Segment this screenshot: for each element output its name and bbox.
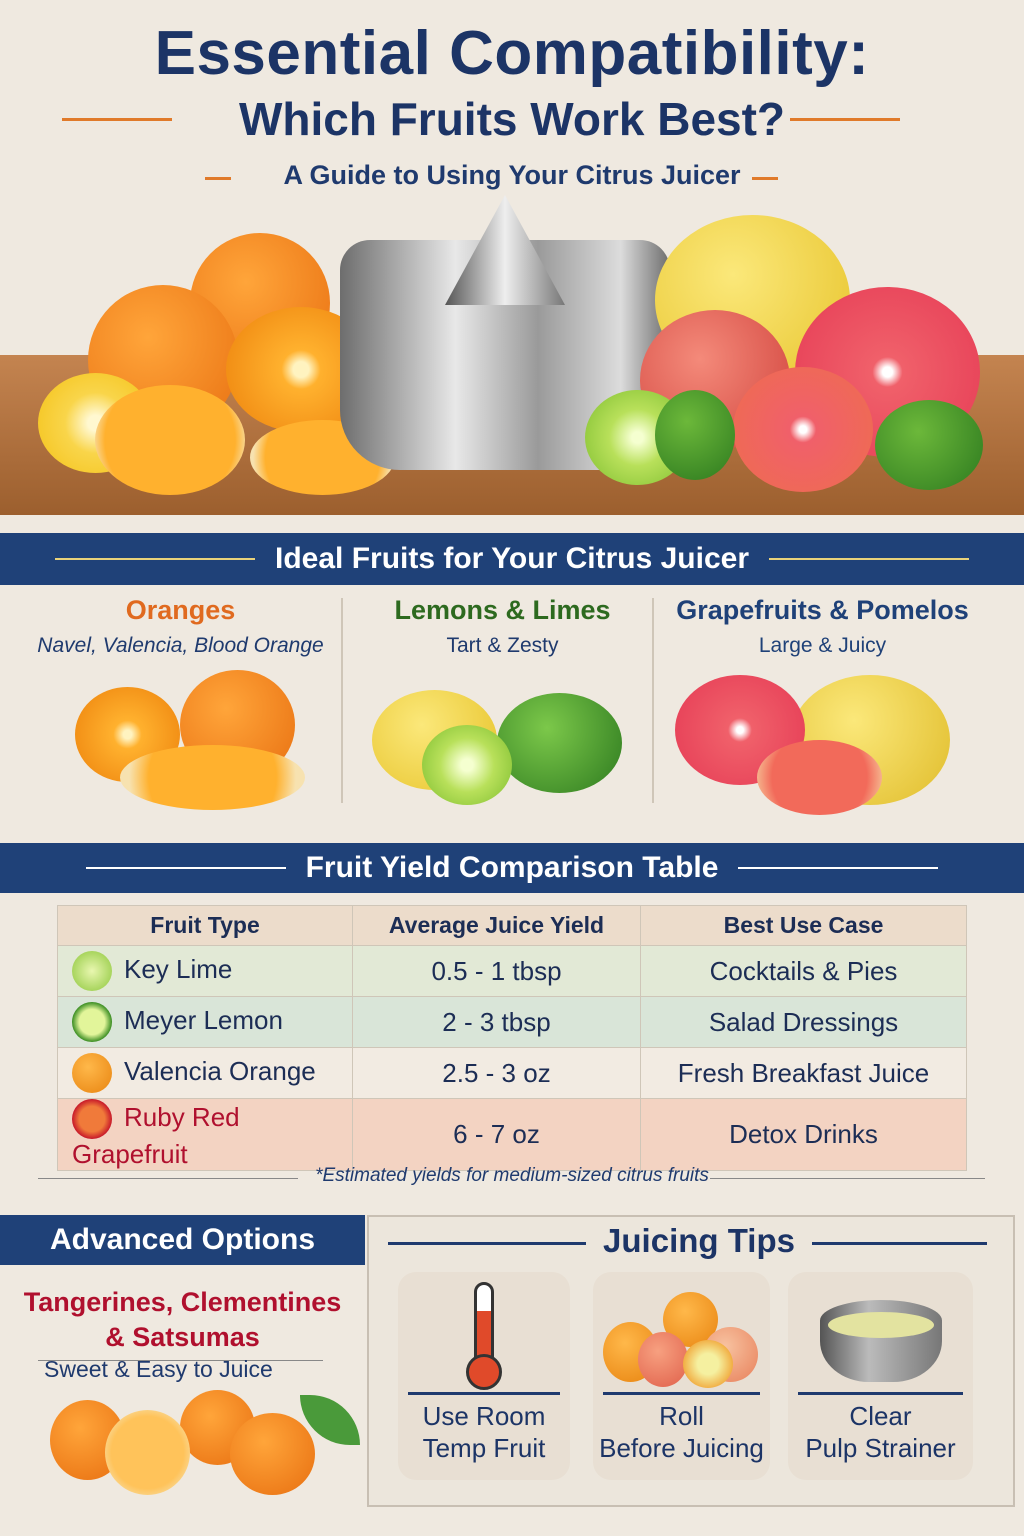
tip-label-line2: Before Juicing	[599, 1433, 764, 1463]
grapefruit-slice-image	[757, 740, 882, 815]
thermometer-icon	[474, 1282, 494, 1362]
section-title: Ideal Fruits for Your Citrus Juicer	[275, 542, 749, 575]
column-title: Oranges	[125, 595, 236, 625]
fruit-name: Key Lime	[124, 953, 233, 984]
table-row: Key Lime 0.5 - 1 tbsp Cocktails & Pies	[57, 945, 967, 997]
divider	[652, 598, 654, 803]
divider	[388, 1242, 586, 1245]
page-title: Essential Compatibility:	[154, 19, 870, 88]
use-case: Cocktails & Pies	[640, 945, 967, 997]
hero-image	[0, 195, 1024, 515]
grapefruit-icon	[72, 1099, 112, 1139]
divider	[38, 1178, 298, 1179]
tip-label: Use Room	[422, 1401, 546, 1431]
page-subtitle: A Guide to Using Your Citrus Juicer	[283, 160, 741, 190]
advanced-fruits: Tangerines, Clementines	[23, 1287, 342, 1317]
advanced-options-header: Advanced Options	[0, 1215, 365, 1265]
divider	[205, 177, 231, 180]
table-header-row: Fruit Type Average Juice Yield Best Use …	[57, 905, 967, 946]
divider	[38, 1360, 323, 1361]
fruit-name: Meyer Lemon	[124, 1004, 283, 1035]
divider	[790, 118, 900, 121]
use-case: Salad Dressings	[640, 996, 967, 1048]
advanced-fruits-line2: & Satsumas	[105, 1322, 260, 1352]
tip-card-roll: Roll Before Juicing	[593, 1272, 770, 1480]
column-desc: Large & Juicy	[758, 634, 887, 657]
fruit-column-oranges: Oranges Navel, Valencia, Blood Orange	[25, 595, 336, 825]
yield-comparison-table: Fruit Type Average Juice Yield Best Use …	[57, 905, 967, 1171]
lime-image	[875, 400, 983, 490]
divider	[752, 177, 778, 180]
lime-image	[655, 390, 735, 480]
table-row: Ruby Red Grapefruit 6 - 7 oz Detox Drink…	[57, 1098, 967, 1171]
table-footnote: *Estimated yields for medium-sized citru…	[315, 1165, 709, 1186]
juicing-tips-title: Juicing Tips	[603, 1222, 795, 1259]
divider	[710, 1178, 985, 1179]
page-title-line2: Which Fruits Work Best?	[238, 93, 786, 145]
fruit-name: Ruby Red Grapefruit	[72, 1101, 240, 1169]
lime-icon	[72, 951, 112, 991]
use-case: Detox Drinks	[640, 1098, 967, 1171]
juice-yield: 0.5 - 1 tbsp	[352, 945, 641, 997]
juice-yield: 2 - 3 tbsp	[352, 996, 641, 1048]
lime-slice-image	[422, 725, 512, 805]
table-row: Valencia Orange 2.5 - 3 oz Fresh Breakfa…	[57, 1047, 967, 1099]
lemon-icon	[72, 1002, 112, 1042]
section-title: Fruit Yield Comparison Table	[305, 851, 719, 884]
column-desc: Tart & Zesty	[446, 634, 559, 657]
lime-image	[497, 693, 622, 793]
column-title: Grapefruits & Pomelos	[676, 595, 969, 625]
column-header: Average Juice Yield	[352, 905, 641, 946]
fruit-name: Valencia Orange	[124, 1055, 316, 1086]
juice-yield: 6 - 7 oz	[352, 1098, 641, 1171]
use-case: Fresh Breakfast Juice	[640, 1047, 967, 1099]
citrus-pile-icon	[603, 1292, 763, 1388]
divider	[812, 1242, 987, 1245]
table-row: Meyer Lemon 2 - 3 tbsp Salad Dressings	[57, 996, 967, 1048]
column-title: Lemons & Limes	[394, 595, 611, 625]
grapefruit-half-image	[733, 367, 873, 492]
tangerines-image	[45, 1385, 365, 1500]
orange-icon	[72, 1053, 112, 1093]
yield-table-banner: Fruit Yield Comparison Table	[0, 843, 1024, 893]
advanced-desc: Sweet & Easy to Juice	[44, 1356, 273, 1382]
column-header: Best Use Case	[640, 905, 967, 946]
tip-label: Clear	[849, 1401, 912, 1431]
tip-label: Roll	[659, 1401, 704, 1431]
fruit-column-lemons-limes: Lemons & Limes Tart & Zesty	[347, 595, 658, 825]
orange-slice-image	[95, 385, 245, 495]
tip-label-line2: Temp Fruit	[422, 1433, 546, 1463]
tip-card-room-temp: Use Room Temp Fruit	[398, 1272, 570, 1480]
fruit-column-grapefruits: Grapefruits & Pomelos Large & Juicy	[665, 595, 980, 825]
orange-slice-image	[120, 745, 305, 810]
juice-yield: 2.5 - 3 oz	[352, 1047, 641, 1099]
divider	[341, 598, 343, 803]
tip-card-strainer: Clear Pulp Strainer	[788, 1272, 973, 1480]
column-header: Fruit Type	[57, 905, 353, 946]
ideal-fruits-banner: Ideal Fruits for Your Citrus Juicer	[0, 533, 1024, 585]
column-desc: Navel, Valencia, Blood Orange	[37, 634, 324, 657]
tip-label-line2: Pulp Strainer	[805, 1433, 956, 1463]
divider	[62, 118, 172, 121]
